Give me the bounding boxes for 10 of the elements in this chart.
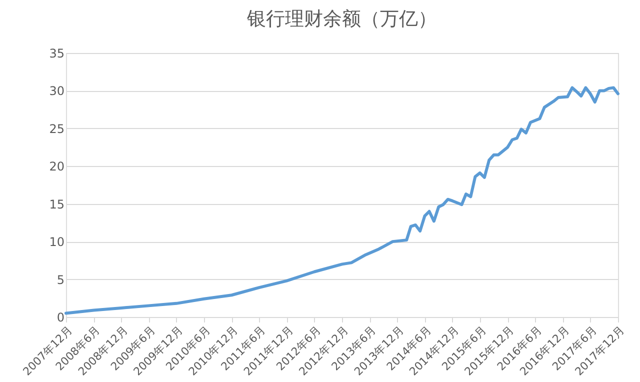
y-tick-label: 10 [49, 235, 64, 250]
y-tick-label: 35 [49, 46, 64, 60]
y-tick-label: 25 [49, 122, 64, 136]
line-series [64, 86, 620, 315]
chart-title: 银行理财余额（万亿） [246, 8, 437, 30]
y-tick-label: 20 [49, 160, 64, 174]
y-tick-label: 30 [49, 84, 64, 98]
y-tick-label: 0 [56, 310, 64, 324]
y-tick-label: 15 [49, 197, 64, 212]
y-tick-label: 5 [56, 272, 64, 287]
